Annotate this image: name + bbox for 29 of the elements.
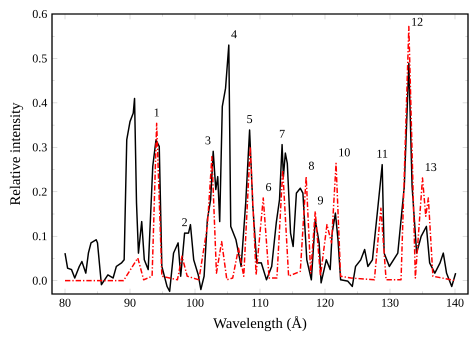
y-tick-label: 0.5 bbox=[32, 54, 47, 63]
annotation: 11 bbox=[377, 150, 388, 158]
annotation: 10 bbox=[339, 148, 350, 156]
x-tick-label: 120 bbox=[317, 298, 334, 307]
y-tick-label: 0.4 bbox=[32, 98, 48, 107]
y-tick-label: 0.0 bbox=[32, 276, 47, 285]
x-tick-label: 80 bbox=[59, 298, 71, 307]
y-tick-label: 0.6 bbox=[32, 10, 47, 18]
y-tick-label: 0.1 bbox=[32, 232, 47, 240]
annotation: 5 bbox=[247, 115, 252, 124]
annotation: 4 bbox=[231, 30, 237, 38]
y-axis-title: Relative intensity bbox=[10, 102, 24, 206]
y-tick-label: 0.2 bbox=[32, 188, 47, 196]
x-tick-label: 110 bbox=[252, 298, 268, 307]
annotation: 12 bbox=[412, 18, 422, 26]
x-tick-label: 90 bbox=[124, 298, 136, 307]
y-tick-label: 0.3 bbox=[32, 143, 47, 152]
annotation: 7 bbox=[280, 130, 285, 138]
x-tick-label: 140 bbox=[447, 298, 464, 307]
x-tick-label: 130 bbox=[382, 298, 399, 307]
annotation: 2 bbox=[182, 218, 187, 226]
annotation: 3 bbox=[206, 136, 210, 144]
x-tick-label: 100 bbox=[187, 298, 204, 307]
annotation: 6 bbox=[266, 183, 272, 192]
annotation: 8 bbox=[308, 162, 314, 170]
annotation: 9 bbox=[318, 196, 324, 204]
annotation: 13 bbox=[426, 163, 436, 172]
x-axis-title: Wavelength (Å) bbox=[213, 316, 306, 332]
annotation: 1 bbox=[154, 108, 159, 116]
